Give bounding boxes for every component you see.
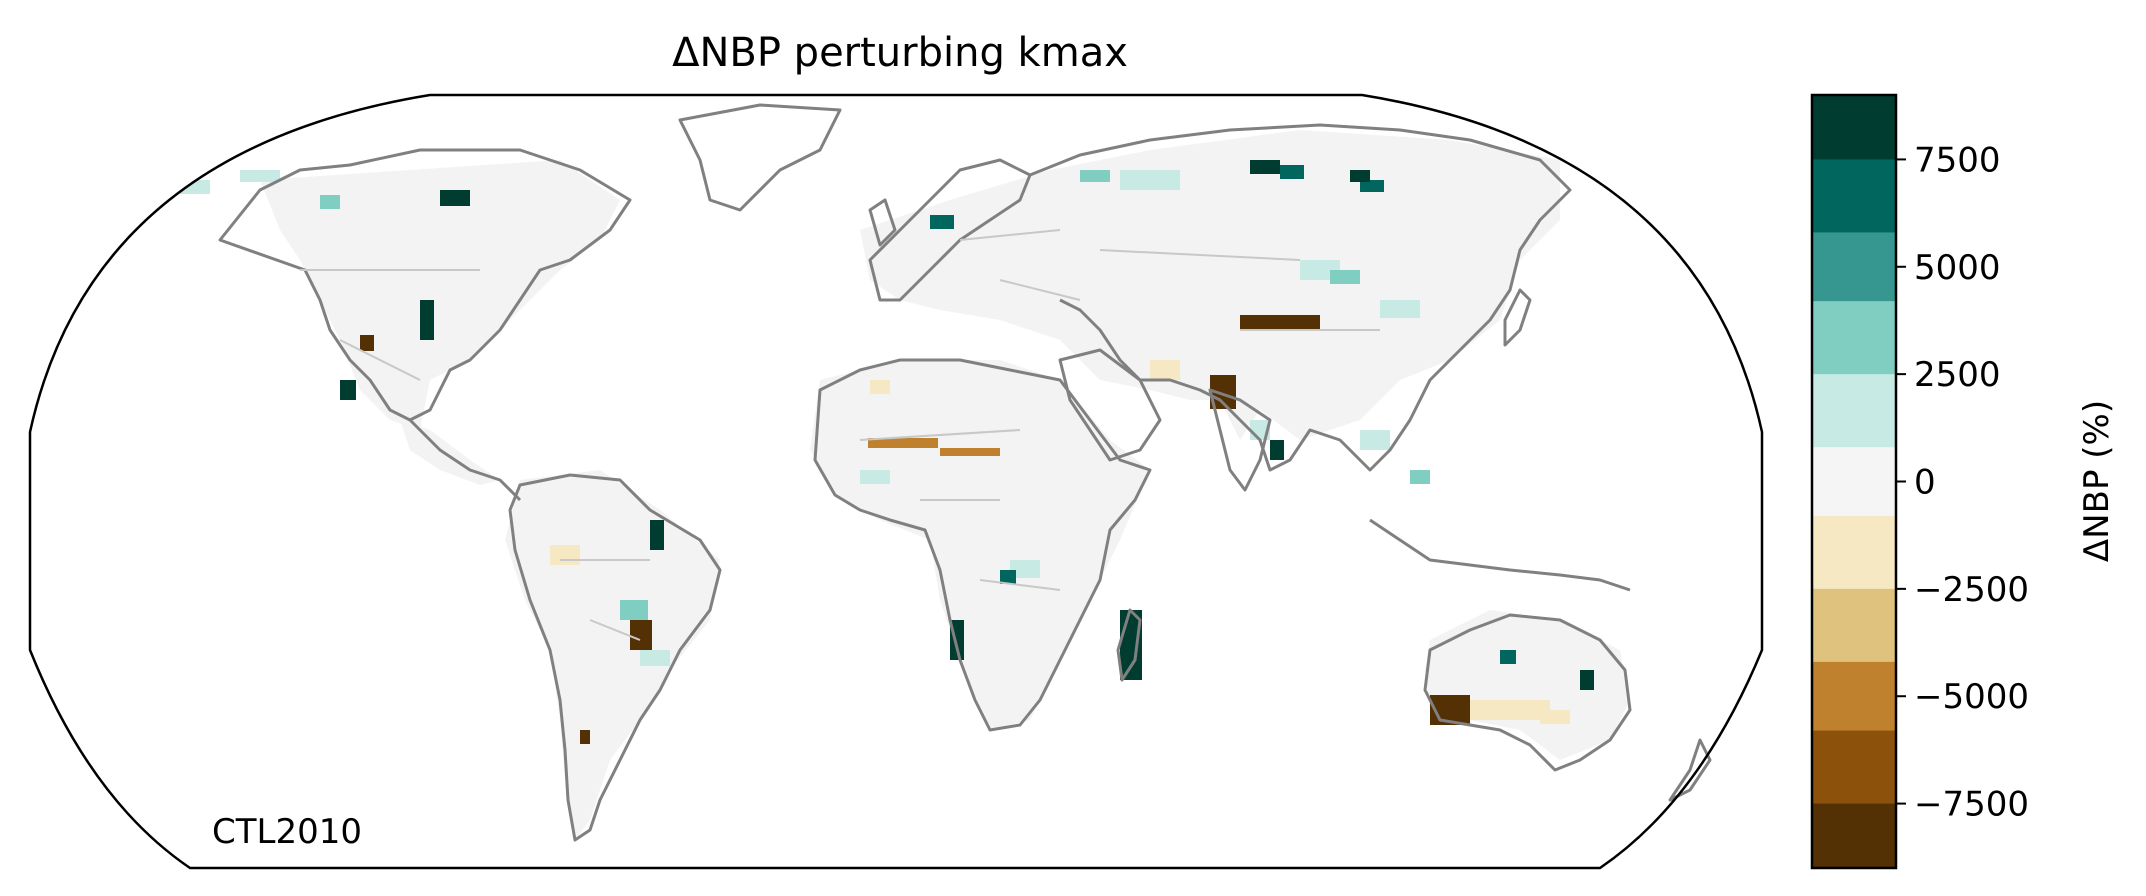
land-australia <box>1425 610 1630 760</box>
colorbar-bin <box>1812 588 1896 663</box>
coast-south-america <box>508 473 722 842</box>
map-boundary <box>28 93 1764 870</box>
data-grid-cells <box>180 130 1630 840</box>
figure-title: ΔNBP perturbing kmax <box>672 30 1128 76</box>
colorbar-ticks: 7500 5000 2500 0 −2500 −5000 −7500 <box>1896 140 2029 825</box>
colorbar-bin <box>1812 232 1896 302</box>
coast-north-america <box>218 148 632 422</box>
colorbar-bin <box>1812 730 1896 805</box>
coast-uk <box>868 198 897 247</box>
dark-teal-cells <box>930 165 1516 664</box>
colorbar-bin <box>1812 515 1896 590</box>
coast-arabia <box>1058 348 1162 462</box>
land-eurasia <box>860 130 1560 440</box>
colorbar-tick-label: 2500 <box>1914 355 2001 395</box>
colorbar-tick-label: 5000 <box>1914 248 2001 288</box>
colorbar-tick-label: 7500 <box>1914 140 2001 180</box>
country-borders <box>300 229 1380 641</box>
coast-new-zealand <box>1668 738 1712 802</box>
coast-central-america <box>408 418 522 502</box>
coast-indonesia <box>1369 518 1631 592</box>
land-africa <box>810 360 1150 730</box>
coast-greenland <box>678 103 842 212</box>
colorbar-bin <box>1812 447 1896 517</box>
darkest-teal-cells <box>340 160 1594 690</box>
colorbar-bin <box>1812 159 1896 233</box>
colorbar-bin <box>1812 803 1896 869</box>
coast-australia <box>1423 613 1632 772</box>
light-tan-cells <box>550 360 1570 724</box>
coast-europe <box>868 158 1032 302</box>
colorbar-tick-label: −7500 <box>1914 785 2029 825</box>
colorbar-label: ΔNBP (%) <box>2077 400 2117 562</box>
brown-cells <box>868 438 1000 456</box>
land-south-america <box>505 470 720 840</box>
colorbar-tick-label: −5000 <box>1914 677 2029 717</box>
colorbar-bins <box>1812 95 1896 869</box>
coast-japan <box>1503 288 1532 347</box>
colorbar-bin <box>1812 374 1896 448</box>
colorbar-bin <box>1812 661 1896 732</box>
coast-asia <box>1029 123 1572 472</box>
colorbar-bin <box>1812 301 1896 375</box>
colorbar-tick-label: −2500 <box>1914 570 2029 610</box>
colorbar-tick-label: 0 <box>1914 463 1936 503</box>
world-map: CTL2010 <box>28 93 1764 870</box>
coast-india <box>1208 388 1272 492</box>
colorbar-bin <box>1812 95 1896 160</box>
land-north-america <box>260 160 620 430</box>
coast-africa <box>813 358 1152 732</box>
colorbar: 7500 5000 2500 0 −2500 −5000 −7500 ΔNBP (%) <box>1810 93 2117 870</box>
coast-madagascar <box>1116 608 1142 682</box>
experiment-label: CTL2010 <box>212 812 362 852</box>
mid-teal-cells <box>320 170 1430 620</box>
